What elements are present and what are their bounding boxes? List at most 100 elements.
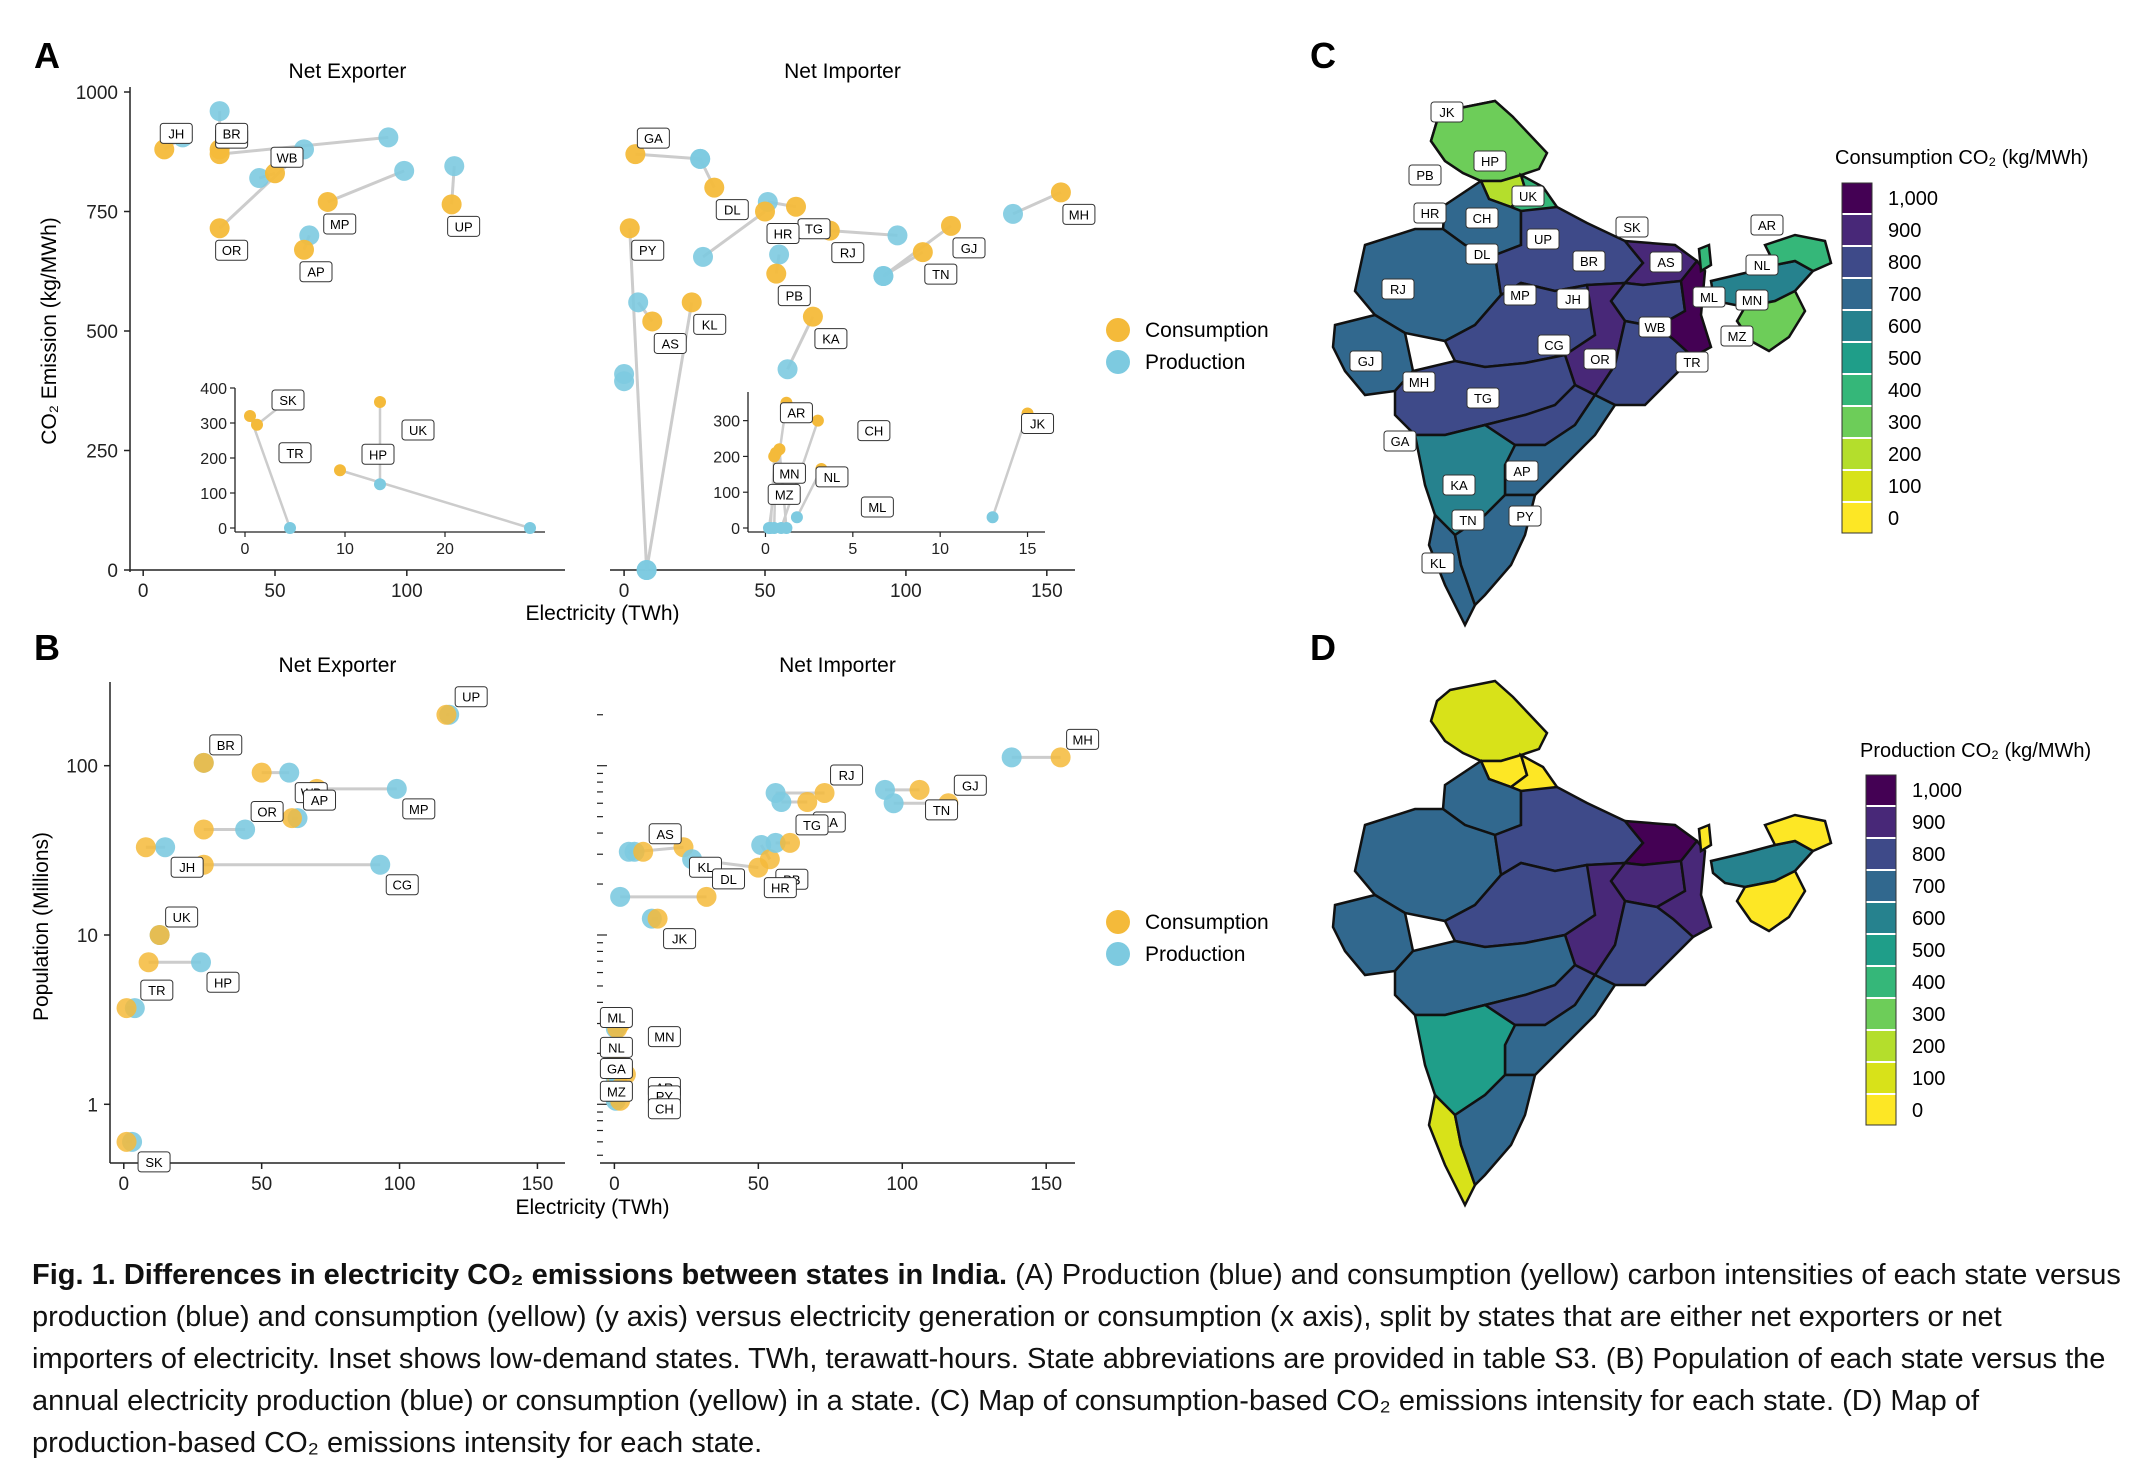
consumption-point-GJ (941, 215, 961, 236)
colorbar-swatch (1866, 807, 1896, 837)
state-label-MP: MP (409, 802, 429, 817)
x-tick-label: 100 (890, 581, 922, 602)
state-label-HR-box (766, 223, 800, 244)
colorbar-tick-label: 100 (1888, 476, 1921, 498)
consumption-point-OR (193, 819, 214, 840)
consumption-point-GA (625, 144, 646, 165)
legend-a: Consumption Production (1106, 318, 1269, 374)
inset-production-point-MN (780, 522, 793, 534)
state-label-HP: HP (214, 975, 232, 990)
state-label-DL: DL (720, 872, 737, 887)
region-sk (1697, 243, 1713, 274)
map-c-labels: JK HP PB UK HR CH DL UP SK AR AS NL BR RJ MP JH WB ML MN MZ… (1349, 101, 1784, 574)
production-point-AS (628, 292, 649, 313)
inset-state-label-AR-box (779, 402, 813, 424)
consumption-point-MP (317, 191, 338, 212)
map-label-ML: ML (1700, 290, 1718, 305)
map-label-MH: MH (1409, 375, 1429, 390)
map-label-MZ-box (1720, 325, 1754, 347)
colorbar-swatch (1842, 311, 1872, 341)
state-label-BR: BR (223, 126, 241, 141)
colorbar-tick-label: 300 (1888, 412, 1921, 434)
colorbar-swatch (1866, 967, 1896, 997)
region-or (1593, 899, 1695, 987)
map-label-AP-box (1505, 460, 1539, 482)
map-label-HP: HP (1481, 154, 1499, 169)
state-label-TN: TN (932, 267, 949, 282)
inset-state-label-SK-box (271, 389, 305, 411)
state-label-UP: UP (455, 219, 473, 234)
region-ne-ar (1763, 813, 1833, 853)
consumption-point-UP (441, 194, 462, 215)
state-label-BR-box (215, 122, 249, 144)
inset-state-label-ML-box (860, 496, 894, 518)
map-label-AP: AP (1513, 464, 1530, 479)
state-label-WB: WB (277, 150, 298, 165)
map-label-UK: UK (1519, 189, 1537, 204)
colorbar-swatch (1866, 1095, 1896, 1125)
map-label-MP-box (1503, 284, 1537, 306)
state-label-OR: OR (257, 804, 277, 819)
x-tick-label: 100 (886, 1174, 918, 1195)
state-label-GA: GA (607, 1061, 626, 1076)
facet-title: Net Exporter (289, 60, 407, 83)
x-tick-label: 100 (391, 581, 423, 602)
map-label-BR: BR (1580, 254, 1598, 269)
colorbar-tick-label: 1,000 (1912, 780, 1962, 802)
map-label-ML-box (1692, 286, 1726, 308)
consumption-point-MH (1050, 747, 1071, 768)
consumption-point-AS (642, 311, 663, 332)
inset-y-tick-label: 0 (731, 521, 740, 538)
state-label-OR-box (215, 239, 249, 261)
production-point-MP (394, 160, 415, 181)
state-label-UP: UP (462, 690, 480, 705)
map-label-JH-box (1556, 288, 1590, 310)
map-label-DL: DL (1474, 247, 1491, 262)
connector-GA (635, 152, 701, 161)
state-label-HR-box (763, 877, 797, 899)
inset-production-point-JK (986, 511, 999, 524)
map-label-HR: HR (1421, 206, 1440, 221)
facet-title: Net Importer (779, 654, 896, 677)
state-label-OR: OR (222, 243, 242, 258)
state-label-JH: JH (168, 126, 184, 141)
state-label-RJ-box (830, 764, 864, 786)
map-label-PY-box (1508, 505, 1542, 527)
map-label-RJ: RJ (1390, 282, 1406, 297)
production-point-KL (636, 560, 657, 580)
consumption-point-MH (1050, 182, 1071, 203)
production-point-CG (370, 854, 391, 875)
y-tick-label: 1 (87, 1095, 98, 1116)
consumption-point-OR (209, 218, 230, 239)
figure-caption: Fig. 1. Differences in electricity CO₂ e… (32, 1254, 2122, 1464)
map-label-JK-box (1430, 101, 1464, 123)
inset-production-point-HP (524, 522, 536, 534)
y-tick-label: 1000 (76, 83, 118, 104)
colorbar-tick-label: 600 (1888, 316, 1921, 338)
legend-production-label: Production (1145, 943, 1245, 966)
state-label-MH: MH (1069, 207, 1089, 222)
map-label-TN-box (1451, 509, 1485, 531)
legend-production-swatch (1106, 942, 1130, 966)
state-label-TG-box (795, 814, 829, 836)
colorbar-swatch (1842, 215, 1872, 245)
inset-consumption-point-CH (811, 414, 824, 427)
map-label-TG: TG (1474, 391, 1492, 406)
map-label-AR-box (1750, 214, 1784, 236)
legend-consumption-swatch (1106, 318, 1130, 342)
colorbar-c: 1,000 900 800 700 600 500 400 300 200 100 0 (1841, 182, 1938, 534)
state-label-MH: MH (1072, 732, 1092, 747)
state-label-NL: NL (608, 1040, 625, 1055)
colorbar-tick-label: 400 (1888, 380, 1921, 402)
state-label-AP-box (299, 261, 333, 283)
x-tick-label: 150 (522, 1174, 554, 1195)
state-label-UP-box (447, 215, 481, 237)
x-tick-label: 100 (384, 1174, 416, 1195)
state-label-HR: HR (771, 881, 790, 896)
inset-state-label-NL: NL (824, 470, 841, 485)
region-ne-south (1735, 869, 1807, 933)
state-label-AS: AS (657, 827, 675, 842)
colorbar-swatch (1842, 247, 1872, 277)
inset-y-tick-label: 400 (200, 381, 227, 398)
